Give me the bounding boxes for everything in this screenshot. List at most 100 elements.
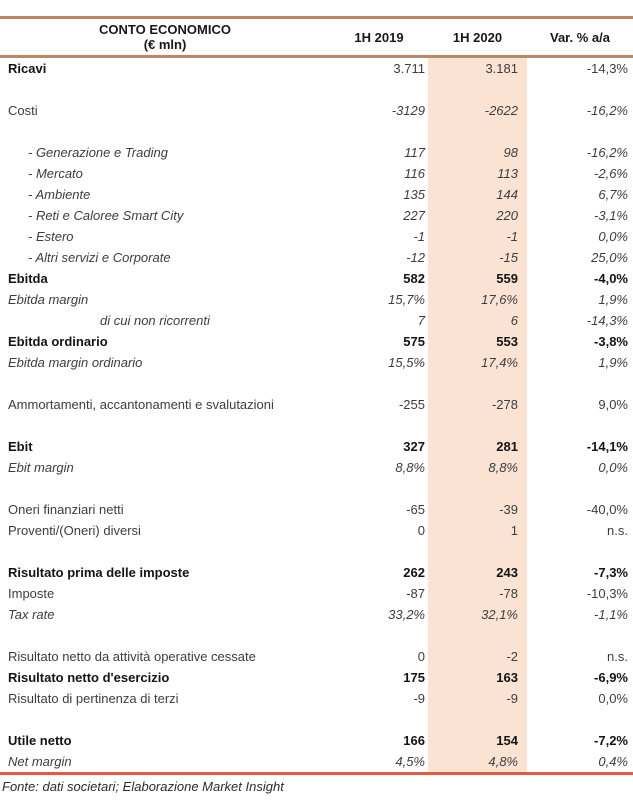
- row-value-var: 6,7%: [598, 187, 628, 202]
- row-value-1h2020: 243: [496, 565, 518, 580]
- row-value-1h2020: -2: [506, 649, 518, 664]
- row-label: Risultato di pertinenza di terzi: [8, 691, 179, 706]
- row-value-1h2019: 4,5%: [395, 754, 425, 769]
- row-value-var: 0,0%: [598, 460, 628, 475]
- source-note: Fonte: dati societari; Elaborazione Mark…: [2, 779, 284, 794]
- table-row: Ebitda ordinario 575 553 -3,8%: [0, 331, 633, 352]
- row-value-var: -2,6%: [594, 166, 628, 181]
- row-value-1h2019: 0: [417, 649, 425, 664]
- row-value-1h2020: 6: [510, 313, 518, 328]
- row-label: Ammortamenti, accantonamenti e svalutazi…: [8, 397, 274, 412]
- row-value-1h2020: 559: [496, 271, 518, 286]
- row-value-1h2019: 116: [404, 166, 425, 181]
- row-label: Ricavi: [8, 61, 47, 76]
- table-row: Utile netto 166 154 -7,2%: [0, 730, 633, 751]
- table-row: - Reti e Caloree Smart City 227 220 -3,1…: [0, 205, 633, 226]
- row-value-var: -3,8%: [594, 334, 628, 349]
- table-row: Imposte -87 -78 -10,3%: [0, 583, 633, 604]
- row-value-var: 0,4%: [598, 754, 628, 769]
- row-label: Ebitda margin ordinario: [8, 355, 143, 370]
- table-row: Ebitda 582 559 -4,0%: [0, 268, 633, 289]
- row-label: - Altri servizi e Corporate: [28, 250, 171, 265]
- row-label: - Ambiente: [28, 187, 91, 202]
- row-label: Risultato netto da attività operative ce…: [8, 649, 256, 664]
- row-value-1h2020: 1: [510, 523, 518, 538]
- table-bottom-rule: [0, 772, 633, 775]
- column-header-var: Var. % a/a: [550, 29, 610, 45]
- row-value-1h2020: -278: [491, 397, 518, 412]
- table-header: CONTO ECONOMICO (€ mln) 1H 2019 1H 2020 …: [0, 16, 633, 58]
- row-label: Net margin: [8, 754, 72, 769]
- row-value-1h2020: 154: [496, 733, 518, 748]
- table-row: Costi -3129 -2622 -16,2%: [0, 100, 633, 121]
- row-value-1h2020: 163: [496, 670, 518, 685]
- row-value-1h2020: 98: [503, 145, 518, 160]
- row-value-var: -16,2%: [586, 103, 628, 118]
- table-row: Risultato netto da attività operative ce…: [0, 646, 633, 667]
- row-value-1h2020: 3.181: [485, 61, 518, 76]
- row-value-1h2019: -1: [413, 229, 425, 244]
- row-value-var: 0,0%: [598, 691, 628, 706]
- row-value-var: 25,0%: [591, 250, 628, 265]
- row-value-var: 9,0%: [598, 397, 628, 412]
- row-value-1h2020: -2622: [484, 103, 518, 118]
- row-value-1h2020: 17,4%: [481, 355, 518, 370]
- row-value-1h2020: -15: [499, 250, 518, 265]
- row-value-1h2020: 113: [497, 166, 518, 181]
- row-value-1h2019: 262: [403, 565, 425, 580]
- row-value-1h2019: 8,8%: [395, 460, 425, 475]
- row-label: Ebitda margin: [8, 292, 89, 307]
- table-row: Ammortamenti, accantonamenti e svalutazi…: [0, 394, 633, 415]
- row-value-1h2019: -87: [406, 586, 425, 601]
- row-value-1h2019: 117: [404, 145, 425, 160]
- table-row: Risultato netto d'esercizio 175 163 -6,9…: [0, 667, 633, 688]
- table-row: Proventi/(Oneri) diversi 0 1 n.s.: [0, 520, 633, 541]
- row-label: Ebitda ordinario: [8, 334, 108, 349]
- row-label: Proventi/(Oneri) diversi: [8, 523, 141, 538]
- row-label: Oneri finanziari netti: [8, 502, 124, 517]
- row-value-1h2020: 32,1%: [481, 607, 518, 622]
- row-value-1h2020: -1: [506, 229, 518, 244]
- row-value-var: 1,9%: [598, 355, 628, 370]
- table-row: - Estero -1 -1 0,0%: [0, 226, 633, 247]
- row-value-var: -1,1%: [594, 607, 628, 622]
- row-value-1h2019: -255: [398, 397, 425, 412]
- row-value-var: -3,1%: [594, 208, 628, 223]
- table-row: - Generazione e Trading 117 98 -16,2%: [0, 142, 633, 163]
- row-value-var: 1,9%: [598, 292, 628, 307]
- row-value-var: -6,9%: [594, 670, 628, 685]
- table-row: Ebit 327 281 -14,1%: [0, 436, 633, 457]
- table-title: CONTO ECONOMICO (€ mln): [0, 22, 330, 52]
- row-value-1h2019: -12: [406, 250, 425, 265]
- row-value-var: -14,3%: [586, 61, 628, 76]
- table-row: - Ambiente 135 144 6,7%: [0, 184, 633, 205]
- row-value-var: -40,0%: [586, 502, 628, 517]
- row-value-1h2020: 553: [496, 334, 518, 349]
- table-row: di cui non ricorrenti 7 6 -14,3%: [0, 310, 633, 331]
- row-value-1h2019: -65: [406, 502, 425, 517]
- table-row: Oneri finanziari netti -65 -39 -40,0%: [0, 499, 633, 520]
- row-label: Costi: [8, 103, 38, 118]
- row-label: Utile netto: [8, 733, 72, 748]
- table-title-line2: (€ mln): [143, 37, 187, 52]
- row-value-1h2019: 15,7%: [388, 292, 425, 307]
- row-value-1h2019: 582: [403, 271, 425, 286]
- row-value-1h2019: 227: [403, 208, 425, 223]
- table-row: Tax rate 33,2% 32,1% -1,1%: [0, 604, 633, 625]
- row-value-var: -7,2%: [594, 733, 628, 748]
- row-value-1h2020: 8,8%: [488, 460, 518, 475]
- row-value-1h2019: 0: [417, 523, 425, 538]
- table-row: Net margin 4,5% 4,8% 0,4%: [0, 751, 633, 772]
- table-row: Ricavi 3.711 3.181 -14,3%: [0, 58, 633, 79]
- row-value-var: -14,1%: [586, 439, 628, 454]
- table-row: Risultato di pertinenza di terzi -9 -9 0…: [0, 688, 633, 709]
- row-label: Risultato netto d'esercizio: [8, 670, 170, 685]
- row-value-var: -7,3%: [594, 565, 628, 580]
- table-row: Ebitda margin 15,7% 17,6% 1,9%: [0, 289, 633, 310]
- row-label: Ebit margin: [8, 460, 74, 475]
- row-value-var: -16,2%: [586, 145, 628, 160]
- row-value-1h2019: 7: [417, 313, 425, 328]
- row-value-var: -14,3%: [586, 313, 628, 328]
- row-label: - Estero: [28, 229, 74, 244]
